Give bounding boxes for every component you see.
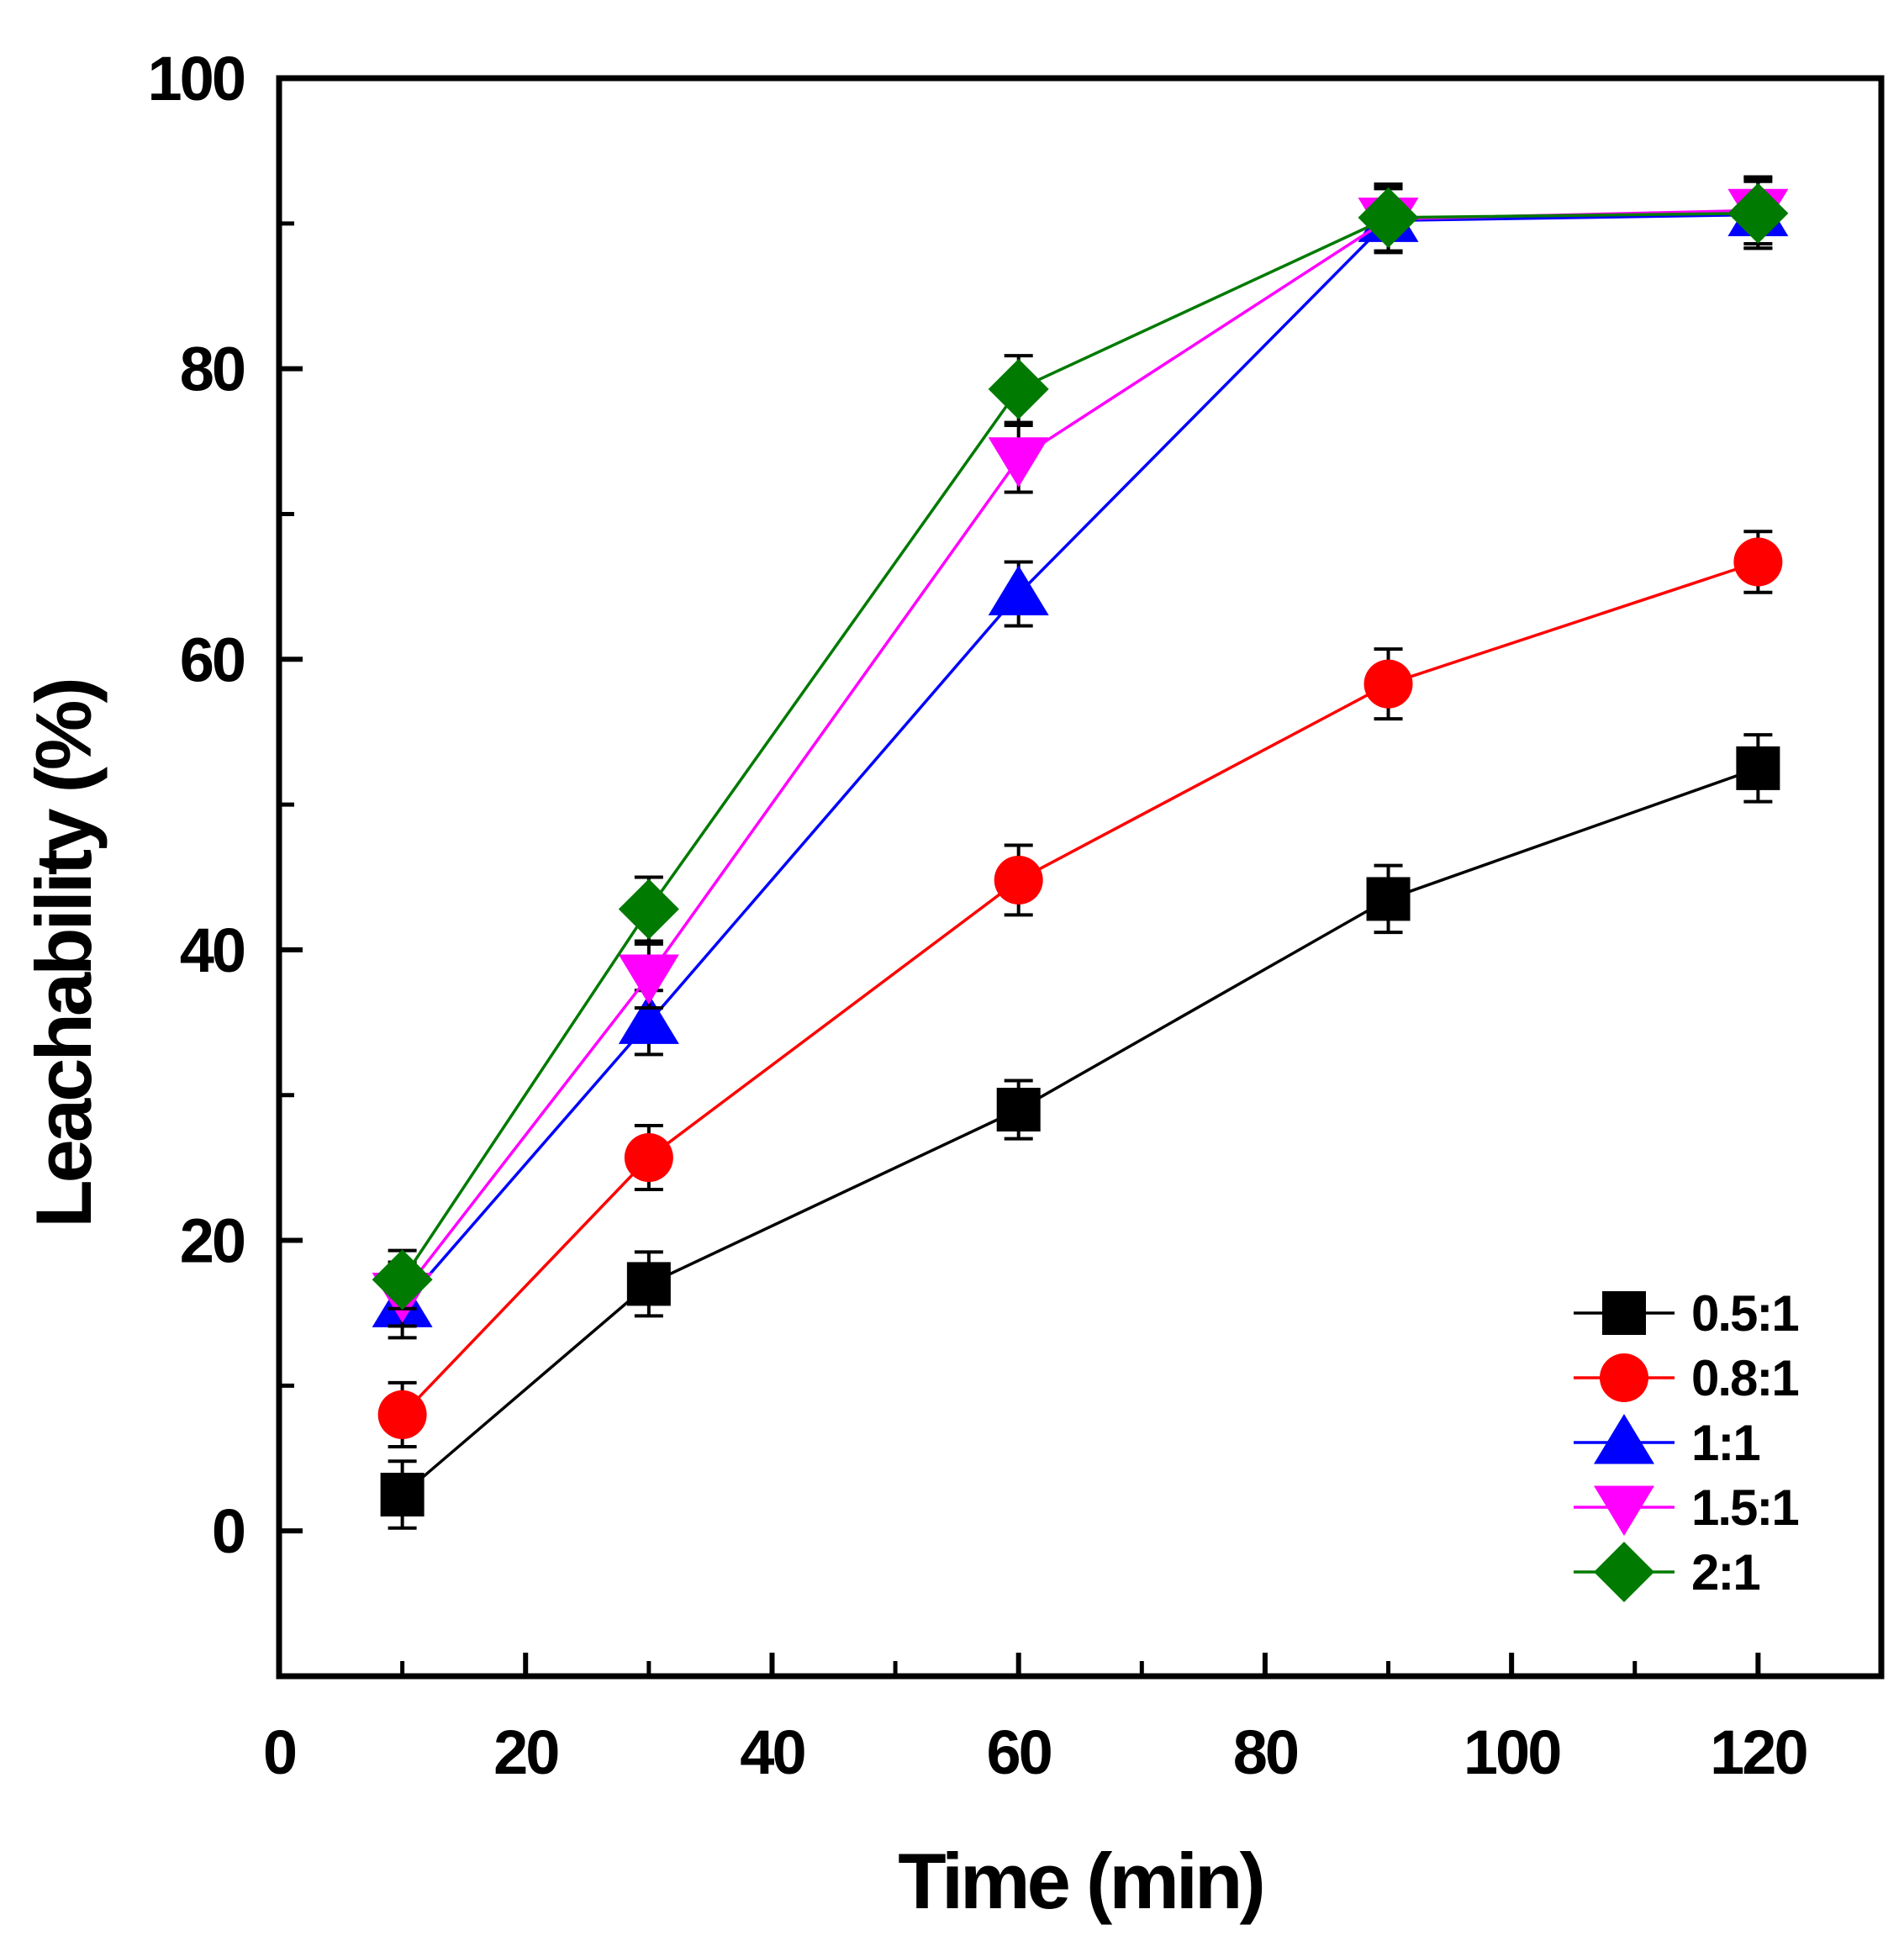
legend-label: 1:1 [1691,1415,1759,1471]
legend-label: 0.8:1 [1691,1350,1798,1406]
data-point [996,1088,1041,1132]
data-point [1727,182,1789,244]
x-tick-label: 60 [987,1717,1052,1787]
legend-label: 2:1 [1691,1544,1759,1601]
legend-item: 1.5:1 [1574,1479,1800,1536]
series-1-1 [372,179,1789,1340]
x-tick-label: 0 [263,1717,296,1787]
y-tick-label: 40 [180,915,245,985]
series-0-5-1 [380,733,1780,1530]
legend-label: 1.5:1 [1691,1479,1798,1536]
legend-item: 0.8:1 [1574,1350,1800,1406]
legend-marker [1602,1291,1646,1335]
legend-marker [1594,1542,1654,1602]
data-point [377,1390,427,1439]
y-tick-label: 80 [180,335,245,404]
x-axis-title: Time (min) [898,1837,1263,1925]
y-tick-label: 60 [180,625,245,694]
plot-frame [276,75,1885,1680]
legend-marker [1594,1485,1654,1536]
x-tick-label: 20 [493,1717,558,1787]
data-point [988,437,1049,488]
y-tick-label: 100 [148,44,245,113]
data-point [618,994,679,1044]
data-point [624,1133,673,1183]
data-point [626,1262,671,1306]
x-tick-label: 120 [1710,1717,1806,1787]
legend-marker [1594,1414,1654,1464]
legend-marker [1600,1353,1648,1402]
axes: 0 20 40 60 80 100 120 0 20 40 60 80 100 [148,44,1810,1787]
series-line [401,767,1759,1496]
data-point [1736,746,1780,790]
legend-item: 2:1 [1574,1542,1761,1602]
legend-label: 0.5:1 [1691,1285,1798,1342]
y-tick-label: 0 [212,1496,245,1566]
legend: 0.5:1 0.8:1 1:1 1.5:1 2:1 [1574,1285,1800,1602]
data-point [372,1249,433,1311]
series-line [401,213,1759,1307]
data-point [380,1472,425,1516]
series-2-1 [372,177,1789,1311]
series-layer [372,175,1789,1530]
data-point [618,954,679,1005]
y-axis-title: Leachability (%) [19,680,108,1228]
data-point [1358,187,1419,248]
data-point [1366,877,1411,921]
data-point [988,358,1049,419]
x-tick-label: 80 [1233,1717,1298,1787]
series-line [401,560,1759,1416]
y-tick-label: 20 [180,1206,245,1276]
series-line [401,211,1759,1281]
data-point [994,855,1043,905]
data-point [1363,659,1413,709]
data-point [618,878,679,940]
legend-item: 1:1 [1574,1414,1761,1471]
data-point [1733,537,1783,587]
x-tick-label: 100 [1464,1717,1560,1787]
x-tick-label: 40 [740,1717,804,1787]
data-point [988,565,1049,616]
legend-item: 0.5:1 [1574,1285,1800,1342]
series-1-5-1 [372,175,1789,1328]
series-0-8-1 [377,530,1783,1448]
series-line [401,208,1759,1295]
